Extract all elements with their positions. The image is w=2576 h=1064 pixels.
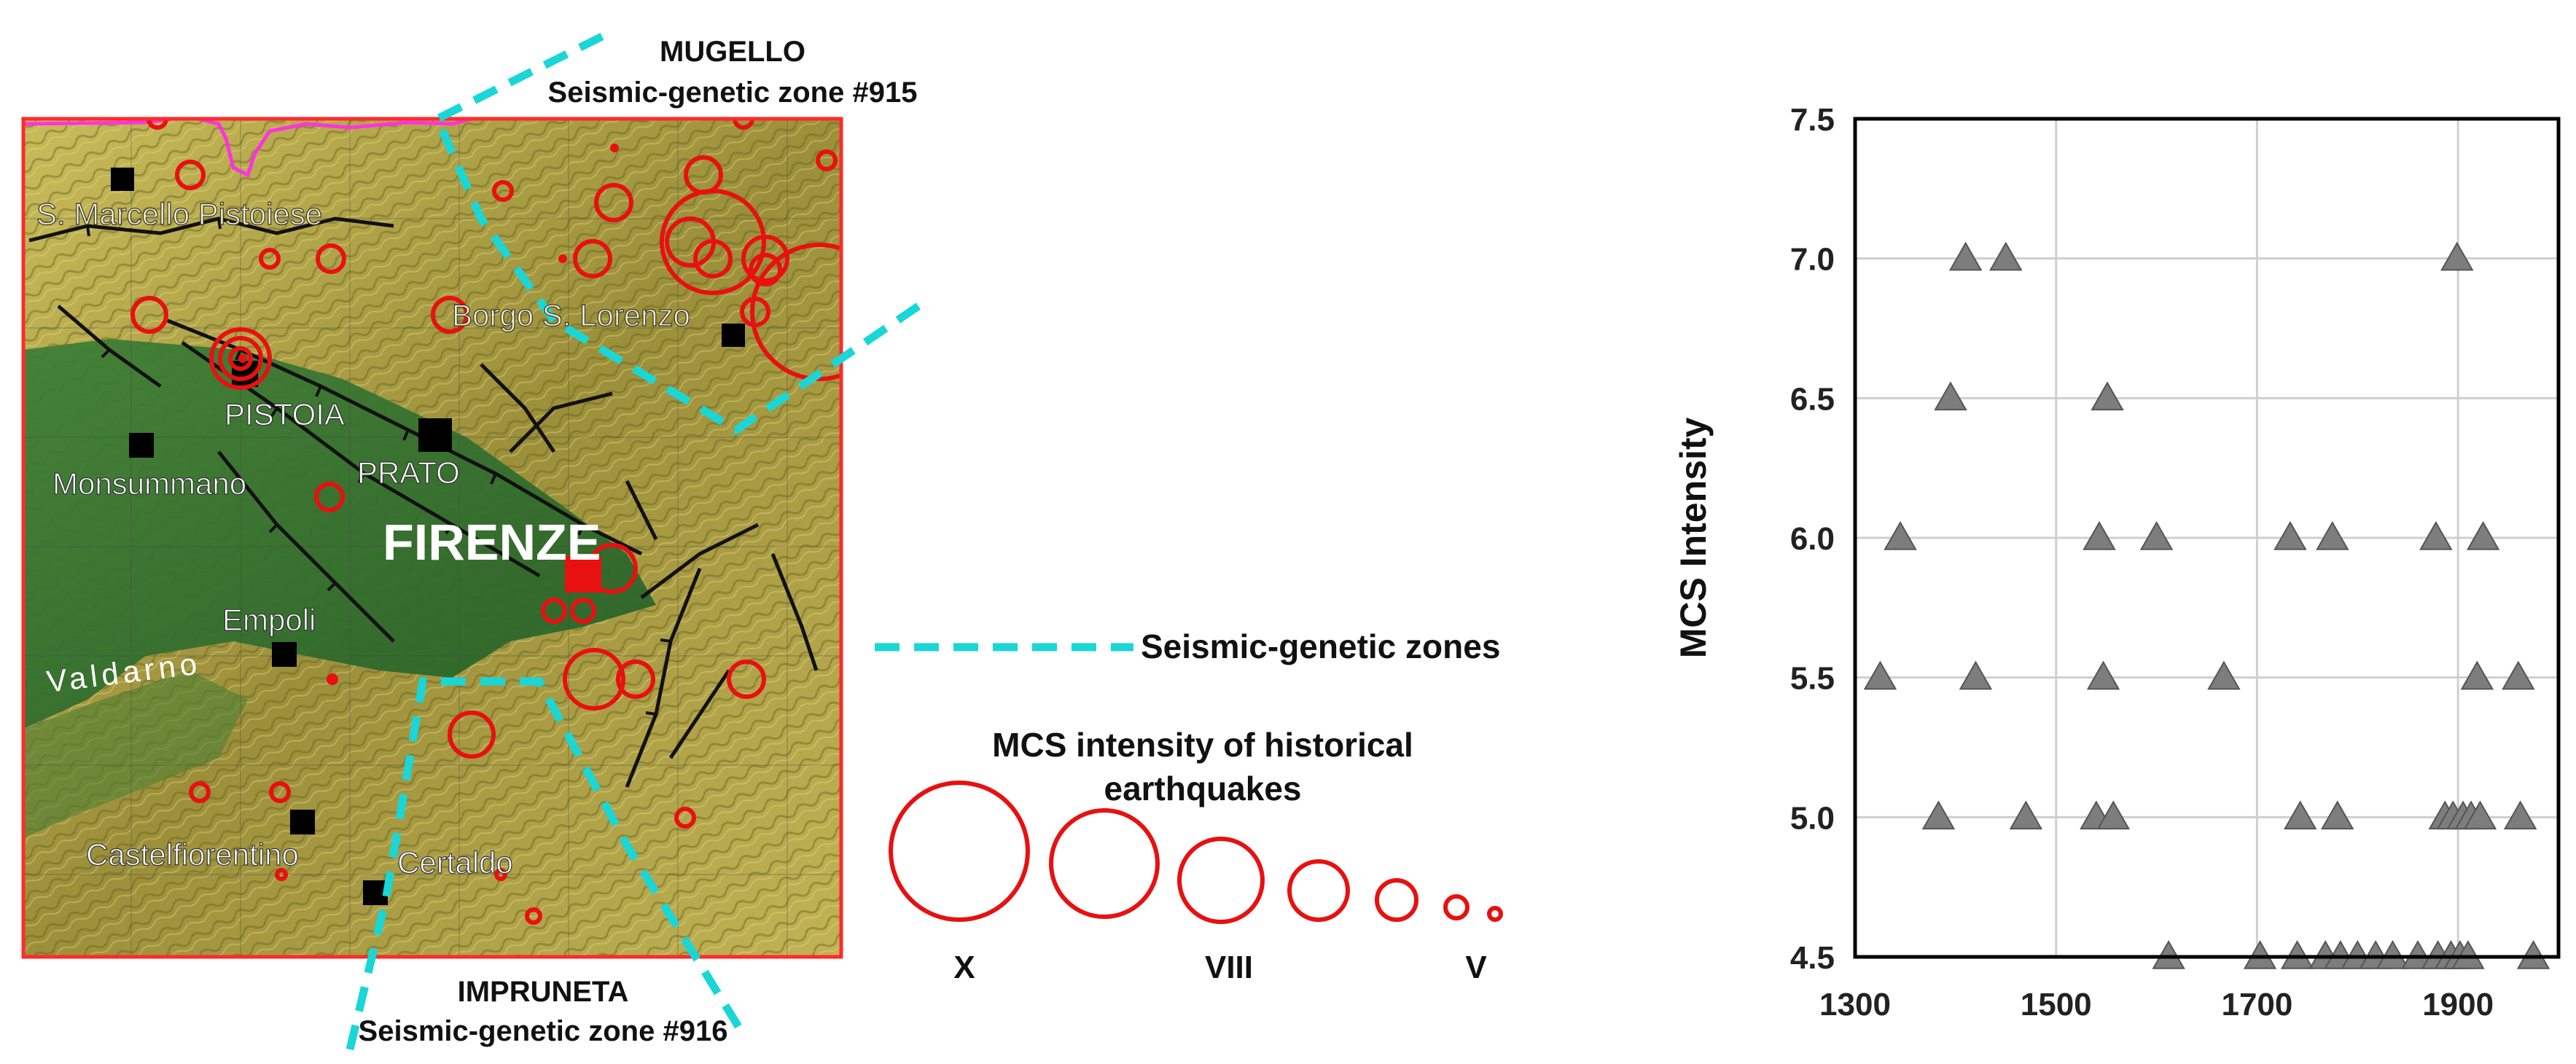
data-point-triangle: [2207, 660, 2241, 690]
label-castelfiorentino: Castelfiorentino: [86, 837, 299, 872]
data-point-triangle: [1934, 381, 1967, 411]
x-tick-label: 1700: [2221, 987, 2292, 1022]
legend-scale-x: X: [953, 950, 975, 985]
data-point-triangle: [2096, 800, 2131, 830]
data-point-triangle: [1989, 241, 2023, 271]
mugello-zone-label: Seismic-genetic zone #915: [548, 77, 918, 109]
label-empoli: Empoli: [222, 603, 316, 637]
legend-intensity-title: MCS intensity of historical: [992, 726, 1413, 764]
data-point-triangle: [2009, 800, 2043, 830]
y-tick-label: 5.0: [1790, 800, 1835, 836]
y-tick-label: 7.0: [1790, 242, 1835, 278]
label-monsummano: Monsummano: [52, 466, 246, 501]
y-tick-label: 5.5: [1790, 661, 1835, 697]
data-point-triangle: [2419, 520, 2453, 550]
x-tick-label: 1300: [1819, 987, 1891, 1022]
y-axis-label: MCS Intensity: [1673, 418, 1714, 659]
x-tick-label: 1500: [2021, 987, 2092, 1022]
data-point-triangle: [2401, 939, 2435, 969]
impruneta-label: IMPRUNETA: [458, 976, 629, 1008]
data-point-triangle: [2091, 381, 2124, 411]
data-point-triangle: [2139, 520, 2174, 550]
chart-grid: [1854, 117, 2559, 958]
data-point-triangle: [2466, 520, 2500, 550]
impruneta-zone-label: Seismic-genetic zone #916: [359, 1015, 728, 1047]
y-tick-label: 6.5: [1790, 381, 1835, 417]
legend-zone-label: Seismic-genetic zones: [1141, 627, 1500, 665]
data-point-triangle: [2460, 660, 2494, 690]
intensity-scatter-chart: 4.5 5.0 5.5 6.0 6.5 7.0 7.5 1300 1500 1700 1900 M…: [1673, 102, 2561, 1022]
data-point-triangle: [2440, 241, 2474, 271]
small-earthquake-dots: [238, 144, 619, 685]
label-firenze: FIRENZE: [383, 514, 601, 571]
data-point-triangle: [2243, 939, 2277, 969]
data-point-triangle: [2316, 520, 2349, 550]
data-point-triangle: [2273, 520, 2307, 550]
data-point-triangle: [1959, 660, 1993, 690]
arno-plain: [23, 339, 656, 729]
data-point-triangle: [2320, 800, 2354, 830]
data-point-triangle: [2086, 660, 2120, 690]
data-point-triangle: [1921, 800, 1956, 830]
legend-scale-v: V: [1465, 950, 1487, 985]
y-tick-label: 4.5: [1790, 940, 1835, 976]
y-tick-label: 6.0: [1790, 521, 1835, 557]
data-point-triangle: [2283, 800, 2317, 830]
firenze-epicenter: [565, 556, 601, 592]
graticule: [23, 119, 841, 957]
earthquake-markers: [130, 119, 841, 925]
x-tick-label: 1900: [2422, 987, 2494, 1022]
map-panel: S. Marcello Pistoiese Borgo S. Lorenzo P…: [21, 33, 921, 1051]
data-point-triangle: [1948, 241, 1983, 271]
zone-916-outline: [346, 677, 747, 1051]
y-tick-labels: 4.5 5.0 5.5 6.0 6.5 7.0 7.5: [1790, 102, 1835, 976]
label-pistoia: PISTOIA: [225, 397, 345, 431]
regional-boundary: [23, 119, 480, 178]
data-point-triangle: [2152, 939, 2185, 969]
y-tick-label: 7.5: [1790, 102, 1835, 138]
legend-intensity-circles: [889, 781, 1503, 924]
data-point-triangle: [2503, 800, 2537, 830]
legend-intensity-title-2: earthquakes: [1104, 770, 1301, 807]
data-point-triangle: [2451, 939, 2485, 969]
fault-ticks: [86, 218, 671, 716]
legend-scale-viii: VIII: [1205, 950, 1253, 985]
zone-915-outline: [432, 33, 921, 435]
data-point-triangle: [2502, 660, 2535, 690]
mugello-label: MUGELLO: [660, 36, 805, 68]
map-frame: [21, 117, 843, 959]
plot-frame: [1853, 117, 2561, 959]
label-certaldo: Certaldo: [397, 845, 513, 880]
x-tick-labels: 1300 1500 1700 1900: [1819, 987, 2494, 1022]
data-point-triangle: [1863, 660, 1897, 690]
data-points: [1863, 241, 2550, 969]
legend: Seismic-genetic zones MCS intensity of h…: [875, 627, 1503, 985]
zone-outlines: [346, 33, 921, 1051]
data-point-triangle: [2083, 520, 2116, 550]
label-s-marcello: S. Marcello Pistoiese: [36, 197, 322, 231]
data-point-triangle: [2376, 939, 2410, 969]
terrain: [23, 119, 841, 957]
data-point-triangle: [2280, 939, 2314, 969]
place-labels: S. Marcello Pistoiese Borgo S. Lorenzo P…: [36, 196, 690, 880]
data-point-triangle: [2516, 939, 2550, 969]
data-point-triangle: [2463, 800, 2497, 830]
label-prato: PRATO: [357, 455, 460, 490]
label-borgo: Borgo S. Lorenzo: [452, 298, 690, 332]
data-point-triangle: [1884, 520, 1917, 550]
